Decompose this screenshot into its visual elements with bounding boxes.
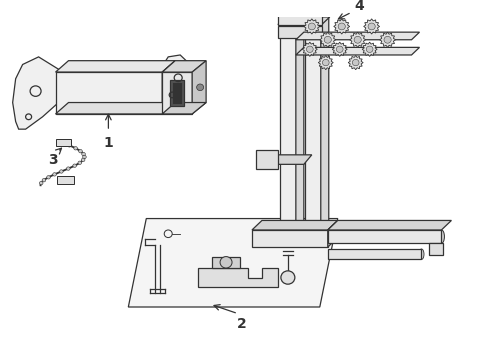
Polygon shape	[295, 17, 303, 240]
Polygon shape	[128, 219, 337, 307]
Ellipse shape	[418, 249, 423, 260]
Circle shape	[307, 23, 315, 30]
Polygon shape	[170, 80, 184, 106]
Circle shape	[322, 59, 328, 66]
Circle shape	[324, 36, 331, 43]
Circle shape	[47, 176, 50, 179]
Circle shape	[78, 161, 81, 165]
Polygon shape	[295, 32, 419, 40]
Circle shape	[383, 36, 390, 43]
Polygon shape	[56, 61, 175, 72]
Polygon shape	[56, 103, 175, 114]
Circle shape	[366, 46, 372, 53]
Polygon shape	[347, 55, 363, 70]
Polygon shape	[56, 72, 162, 114]
Circle shape	[67, 144, 71, 147]
Circle shape	[306, 46, 312, 53]
Text: 2: 2	[237, 317, 246, 331]
Polygon shape	[158, 55, 192, 107]
Circle shape	[81, 158, 85, 162]
Polygon shape	[327, 220, 450, 230]
Polygon shape	[304, 24, 320, 240]
Polygon shape	[333, 19, 349, 34]
Bar	[57, 176, 74, 184]
Polygon shape	[277, 17, 329, 24]
Text: 3: 3	[48, 153, 57, 167]
Text: 4: 4	[354, 0, 364, 13]
Polygon shape	[302, 42, 317, 57]
Circle shape	[81, 152, 85, 156]
Polygon shape	[192, 61, 205, 114]
Polygon shape	[331, 42, 346, 57]
Polygon shape	[162, 61, 205, 72]
Polygon shape	[319, 32, 335, 48]
Circle shape	[74, 147, 77, 150]
Circle shape	[40, 181, 43, 185]
Circle shape	[60, 170, 63, 173]
Polygon shape	[198, 268, 277, 287]
Polygon shape	[277, 26, 321, 38]
Circle shape	[337, 23, 345, 30]
Circle shape	[42, 179, 45, 182]
Bar	[56, 139, 71, 146]
Circle shape	[61, 141, 64, 144]
Polygon shape	[277, 12, 321, 24]
Circle shape	[79, 149, 82, 153]
Circle shape	[367, 23, 374, 30]
Polygon shape	[295, 48, 419, 55]
Circle shape	[280, 271, 294, 284]
Polygon shape	[255, 150, 277, 169]
Polygon shape	[258, 155, 311, 165]
Ellipse shape	[438, 230, 444, 243]
Polygon shape	[363, 19, 379, 34]
Polygon shape	[320, 17, 328, 240]
Text: 1: 1	[103, 136, 113, 150]
Polygon shape	[318, 55, 332, 70]
Circle shape	[196, 84, 203, 91]
Polygon shape	[162, 72, 192, 114]
Polygon shape	[279, 24, 295, 240]
Circle shape	[353, 36, 361, 43]
Circle shape	[220, 257, 232, 268]
Circle shape	[82, 155, 86, 159]
Circle shape	[73, 164, 76, 167]
Polygon shape	[212, 257, 240, 268]
Circle shape	[66, 167, 70, 170]
Polygon shape	[327, 249, 421, 260]
Polygon shape	[362, 42, 376, 57]
Polygon shape	[251, 230, 327, 247]
Polygon shape	[162, 61, 175, 114]
Polygon shape	[172, 82, 182, 104]
Polygon shape	[349, 32, 365, 48]
Polygon shape	[162, 103, 205, 114]
Circle shape	[336, 46, 343, 53]
Polygon shape	[327, 220, 337, 247]
Polygon shape	[303, 19, 319, 34]
Circle shape	[351, 59, 358, 66]
Polygon shape	[327, 230, 441, 243]
Polygon shape	[379, 32, 395, 48]
Circle shape	[53, 173, 56, 176]
Polygon shape	[13, 57, 62, 129]
Polygon shape	[251, 220, 337, 230]
Polygon shape	[428, 243, 443, 255]
